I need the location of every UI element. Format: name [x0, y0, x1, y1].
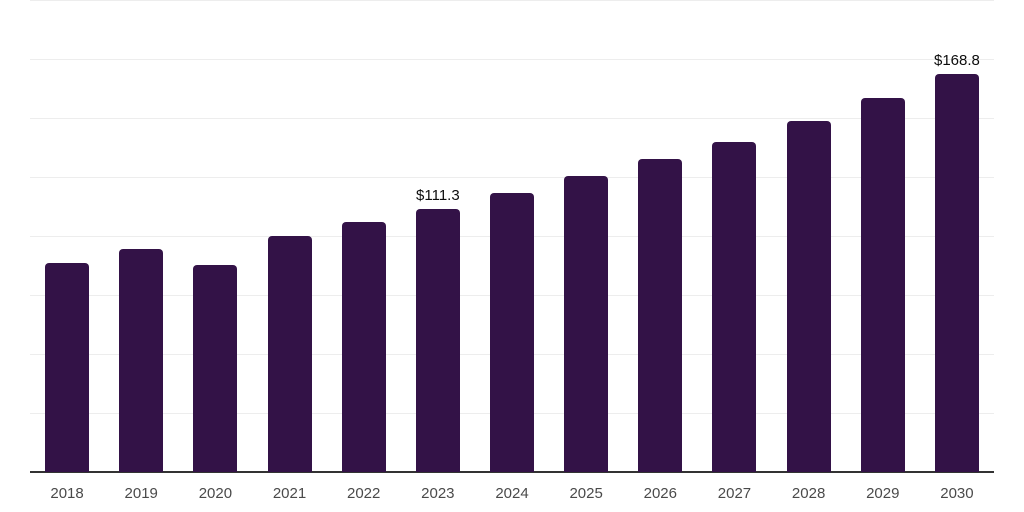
- bar-2026[interactable]: [638, 159, 683, 472]
- x-axis-label-2022: 2022: [347, 485, 381, 502]
- bar-2027[interactable]: [712, 142, 757, 472]
- x-axis-label-2026: 2026: [643, 485, 677, 502]
- x-axis-label-2019: 2019: [124, 485, 158, 502]
- bar-2018[interactable]: [45, 263, 90, 472]
- bar-2030[interactable]: [934, 73, 979, 472]
- x-axis-label-2021: 2021: [272, 485, 307, 502]
- bar-2029[interactable]: [860, 97, 905, 472]
- value-label-2023: $111.3: [416, 187, 460, 205]
- x-axis-label-2018: 2018: [50, 485, 84, 502]
- bar-2019[interactable]: [119, 249, 164, 472]
- bar-2025[interactable]: [564, 176, 609, 472]
- gridline-150: [30, 118, 994, 119]
- bar-2022[interactable]: [341, 222, 386, 472]
- bar-2021[interactable]: [267, 236, 312, 472]
- x-axis-label-2030: 2030: [940, 485, 974, 502]
- bar-2028[interactable]: [786, 120, 831, 472]
- bar-2024[interactable]: [490, 193, 534, 472]
- bar-2023[interactable]: [415, 209, 460, 472]
- x-axis-label-2027: 2027: [717, 485, 752, 502]
- x-axis-label-2025: 2025: [569, 485, 603, 502]
- value-label-2030: $168.8: [933, 51, 980, 69]
- gridline-175: [30, 59, 994, 60]
- x-axis-label-2029: 2029: [866, 485, 900, 502]
- x-axis-label-2023: 2023: [421, 485, 455, 502]
- x-axis-label-2024: 2024: [495, 485, 529, 502]
- plot-area: $111.3 $168.8: [30, 0, 994, 473]
- x-axis-label-2020: 2020: [198, 485, 233, 502]
- gridline-200: [30, 0, 994, 1]
- gridline-125: [30, 177, 994, 178]
- x-axis-line: [30, 471, 994, 473]
- x-axis-label-2028: 2028: [791, 485, 826, 502]
- bar-2020[interactable]: [193, 265, 238, 472]
